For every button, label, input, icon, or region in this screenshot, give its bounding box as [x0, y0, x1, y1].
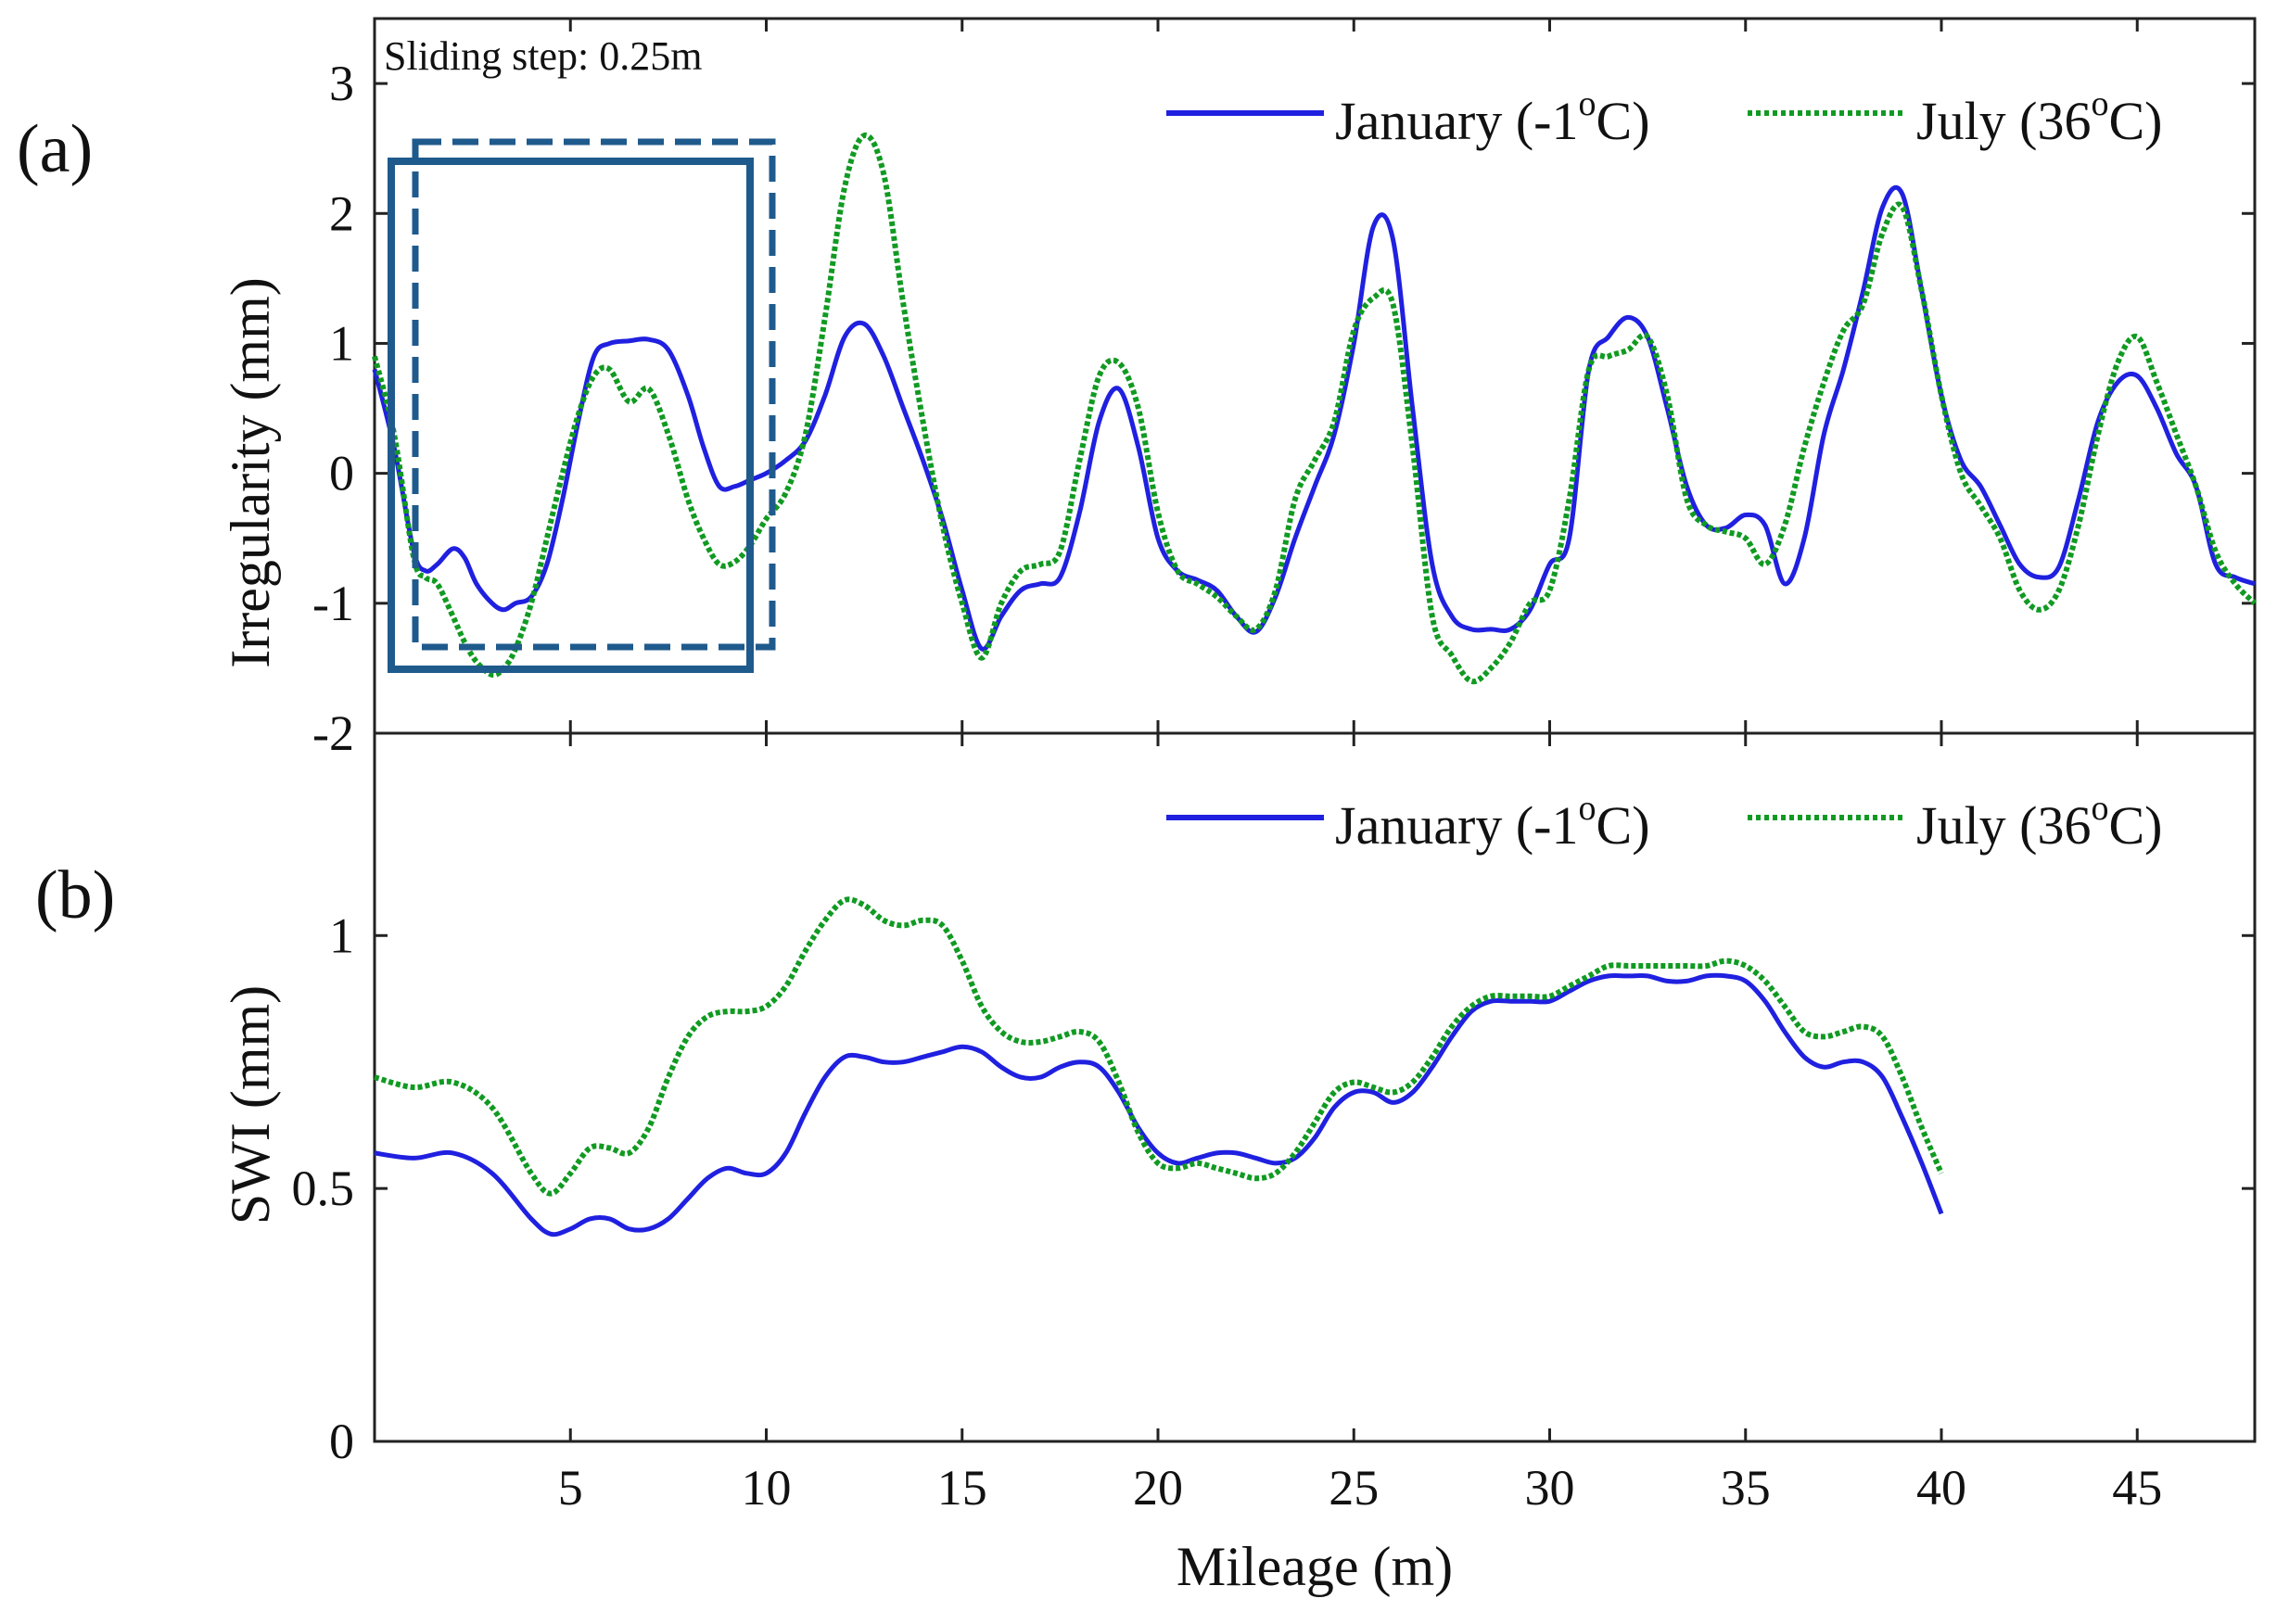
y-axis-label-b: SWI (mm): [220, 985, 281, 1224]
legend-a: January (-1oC) July (36oC): [1166, 84, 2163, 151]
legend-a-january-label: January (-1oC): [1335, 84, 1650, 151]
legend-a-january-main: January (-1: [1335, 91, 1579, 151]
series-line-january-a: [372, 184, 2256, 652]
y-tick-label-a: 0: [329, 446, 354, 501]
series-line-january-b: [374, 972, 1944, 1237]
y-tick-label-a: 1: [329, 315, 354, 371]
x-tick-label: 45: [2112, 1460, 2162, 1516]
legend-b-january-end: C): [1596, 795, 1650, 856]
plot-frame-b: [373, 731, 2257, 1443]
legend-a-july-sup: o: [2092, 84, 2109, 123]
panel-a-label: (a): [17, 111, 93, 187]
y-tick-label-b: 0: [329, 1414, 354, 1469]
swi-chart: 00.51 5 10 15 20 25 30 35 40 45 SWI (mm) Mileage…: [220, 731, 2257, 1597]
x-tick-label: 30: [1525, 1460, 1575, 1516]
y-tick-label-a: 2: [329, 185, 354, 241]
legend-b: January (-1oC) July (36oC): [1166, 789, 2163, 856]
x-axis-label: Mileage (m): [1177, 1536, 1453, 1597]
sliding-step-annotation: Sliding step: 0.25m: [384, 33, 702, 79]
panel-b-label: (b): [35, 857, 115, 933]
window-dashed: [412, 138, 776, 651]
legend-b-january-main: January (-1: [1335, 795, 1579, 856]
legend-b-july-label: July (36oC): [1916, 789, 2163, 856]
irregularity-chart: -2 -1 0 1 2 3 Irregularity (mm) Sliding step:…: [220, 17, 2258, 761]
legend-b-january-sup: o: [1579, 789, 1596, 828]
legend-b-january-label: January (-1oC): [1335, 789, 1650, 856]
series-line-july-b: [374, 896, 1944, 1197]
window-solid: [388, 158, 754, 673]
series-lines-b: [374, 896, 1944, 1237]
x-tick-label: 20: [1133, 1460, 1183, 1516]
y-ticks-b: 00.51: [292, 907, 2255, 1469]
legend-a-january-end: C): [1596, 91, 1650, 151]
y-tick-label-a: 3: [329, 56, 354, 111]
legend-a-july-main: July (36: [1916, 91, 2092, 151]
x-tick-label: 40: [1916, 1460, 1966, 1516]
x-tick-label: 35: [1721, 1460, 1771, 1516]
x-tick-label: 25: [1329, 1460, 1379, 1516]
legend-a-january-sup: o: [1579, 84, 1596, 123]
series-lines-a: [372, 133, 2258, 685]
x-tick-label: 10: [742, 1460, 792, 1516]
legend-a-july-label: July (36oC): [1916, 84, 2163, 151]
legend-a-july-end: C): [2109, 91, 2163, 151]
y-tick-label-a: -1: [312, 576, 354, 631]
legend-b-july-main: July (36: [1916, 795, 2092, 856]
y-axis-label-a: Irregularity (mm): [220, 277, 281, 668]
x-ticks-b: 5 10 15 20 25 30 35 40 45: [558, 733, 2162, 1516]
y-ticks-a: -2 -1 0 1 2 3: [312, 19, 2255, 761]
legend-b-july-end: C): [2109, 795, 2163, 856]
y-tick-label-b: 1: [329, 907, 354, 963]
x-tick-label: 5: [558, 1460, 583, 1516]
y-tick-label-a: -2: [312, 705, 354, 761]
x-tick-label: 15: [937, 1460, 987, 1516]
series-line-july-a: [372, 133, 2258, 685]
legend-b-july-sup: o: [2092, 789, 2109, 828]
y-tick-label-b: 0.5: [292, 1161, 355, 1216]
